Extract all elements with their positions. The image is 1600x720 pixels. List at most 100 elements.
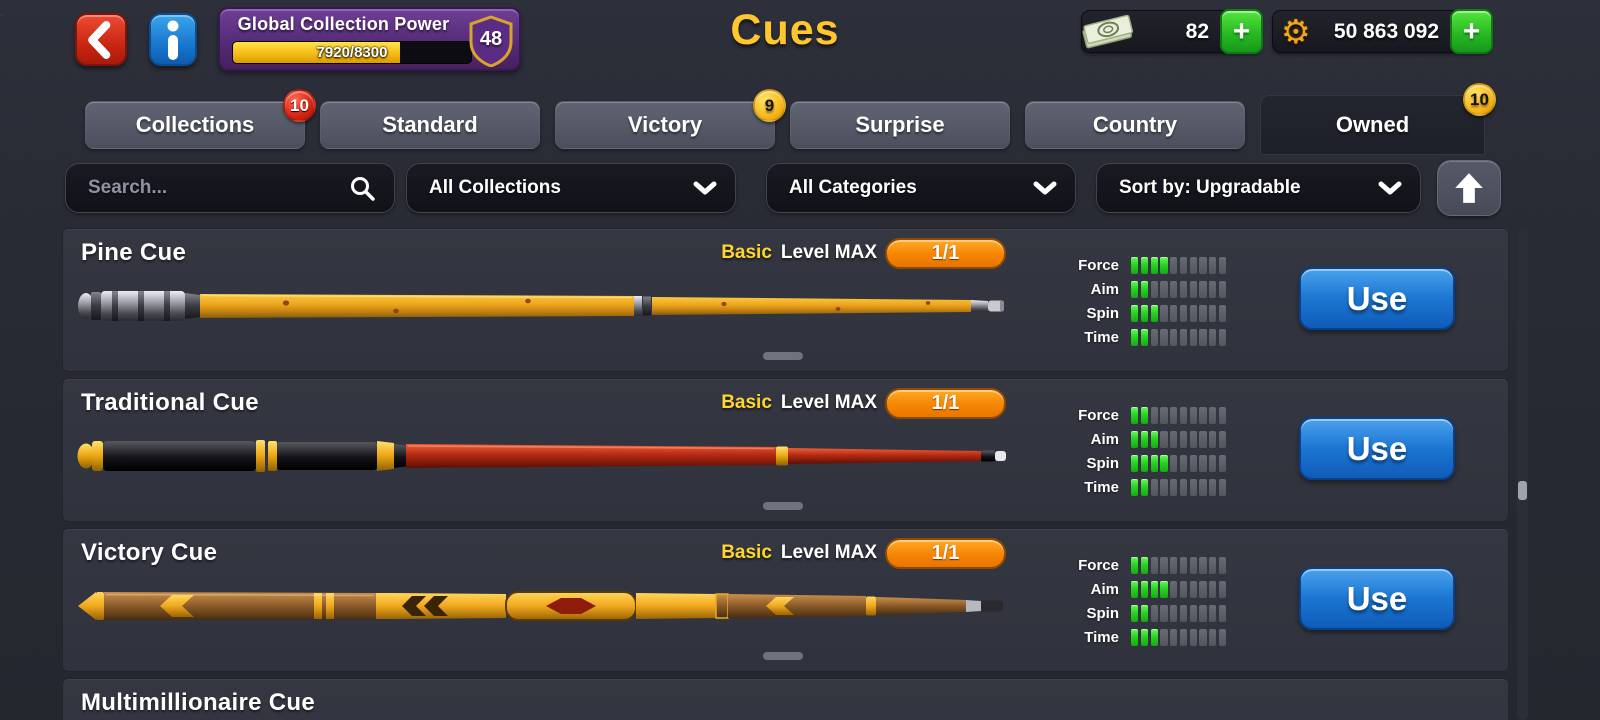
stat-segment-empty bbox=[1179, 256, 1188, 274]
cue-tier-label: Basic bbox=[721, 542, 772, 563]
stat-segment-filled bbox=[1131, 328, 1139, 346]
info-button[interactable] bbox=[149, 13, 197, 66]
stat-segment-empty bbox=[1219, 478, 1227, 496]
drag-handle[interactable] bbox=[763, 652, 803, 660]
cue-count-badge: 1/1 bbox=[885, 388, 1006, 419]
stat-label: Force bbox=[1078, 406, 1119, 424]
stat-segment-empty bbox=[1219, 628, 1227, 646]
search-placeholder: Search... bbox=[88, 177, 168, 198]
stat-segment-empty bbox=[1199, 280, 1207, 298]
gcp-progress-text: 7920/8300 bbox=[316, 44, 388, 61]
stat-row-spin: Spin bbox=[1059, 601, 1227, 625]
stat-row-time: Time bbox=[1059, 475, 1227, 499]
add-coins-button[interactable]: + bbox=[1450, 9, 1493, 54]
stat-label: Time bbox=[1084, 478, 1119, 496]
cue-card-traditional-cue: Traditional Cue Basic Level MAX 1/1 Force Ai… bbox=[62, 378, 1509, 522]
stat-segment-filled bbox=[1140, 256, 1148, 274]
stat-segment-empty bbox=[1170, 454, 1178, 472]
use-button[interactable]: Use bbox=[1299, 417, 1455, 480]
info-icon bbox=[167, 20, 179, 60]
categories-dropdown[interactable]: All Categories bbox=[766, 163, 1076, 213]
stat-segment-filled bbox=[1150, 304, 1158, 322]
tab-surprise[interactable]: Surprise bbox=[790, 101, 1010, 149]
stat-segment-empty bbox=[1209, 604, 1217, 622]
stat-segment-empty bbox=[1160, 406, 1168, 424]
scroll-to-top-button[interactable] bbox=[1437, 160, 1501, 216]
stat-segment-empty bbox=[1209, 304, 1217, 322]
stat-row-spin: Spin bbox=[1059, 451, 1227, 475]
stat-segment-empty bbox=[1189, 406, 1197, 424]
tab-badge-gold: 9 bbox=[753, 89, 786, 122]
stat-segment-filled bbox=[1131, 580, 1139, 598]
gcp-progress-fill bbox=[233, 42, 400, 63]
tab-country[interactable]: Country bbox=[1025, 101, 1245, 149]
stat-segment-filled bbox=[1160, 256, 1168, 274]
tab-standard[interactable]: Standard bbox=[320, 101, 540, 149]
shield-icon bbox=[469, 15, 513, 68]
drag-handle[interactable] bbox=[763, 352, 803, 360]
stat-segment-empty bbox=[1209, 328, 1217, 346]
stat-segment-empty bbox=[1219, 430, 1227, 448]
scrollbar-thumb[interactable] bbox=[1518, 481, 1527, 500]
cue-level-label: Level MAX bbox=[780, 542, 877, 563]
stat-segment-empty bbox=[1209, 406, 1217, 424]
page-title: Cues bbox=[730, 6, 840, 54]
stat-segment-empty bbox=[1160, 478, 1168, 496]
tab-owned[interactable]: Owned 10 bbox=[1260, 83, 1496, 155]
cue-name: Multimillionaire Cue bbox=[81, 689, 316, 716]
stat-segment-empty bbox=[1170, 406, 1178, 424]
drag-handle[interactable] bbox=[763, 502, 803, 510]
use-button[interactable]: Use bbox=[1299, 267, 1455, 330]
stat-row-force: Force bbox=[1059, 403, 1227, 427]
stat-segment-empty bbox=[1219, 556, 1227, 574]
add-cash-button[interactable]: + bbox=[1220, 9, 1263, 54]
tab-badge-red: 10 bbox=[283, 89, 316, 122]
collections-dropdown-value: All Collections bbox=[429, 177, 561, 198]
stat-segment-empty bbox=[1199, 304, 1207, 322]
tab-label: Owned bbox=[1335, 112, 1410, 137]
stat-row-spin: Spin bbox=[1059, 301, 1227, 325]
coins-counter: ⚙ 50 863 092 + bbox=[1272, 9, 1493, 54]
stat-segment-filled bbox=[1131, 604, 1139, 622]
search-input[interactable]: Search... bbox=[65, 163, 395, 213]
categories-dropdown-value: All Categories bbox=[789, 177, 917, 198]
stat-segment-empty bbox=[1189, 454, 1197, 472]
stat-segment-empty bbox=[1179, 406, 1188, 424]
tab-collections[interactable]: Collections 10 bbox=[85, 89, 316, 149]
stat-segment-filled bbox=[1140, 478, 1148, 496]
stat-segment-filled bbox=[1140, 304, 1148, 322]
stat-label: Aim bbox=[1090, 280, 1119, 298]
stat-bar bbox=[1131, 304, 1227, 322]
stat-segment-empty bbox=[1189, 304, 1197, 322]
stat-segment-filled bbox=[1140, 628, 1148, 646]
stat-segment-empty bbox=[1199, 454, 1207, 472]
stat-segment-empty bbox=[1179, 556, 1188, 574]
stat-segment-filled bbox=[1131, 454, 1139, 472]
stat-segment-empty bbox=[1170, 304, 1178, 322]
stat-segment-empty bbox=[1160, 604, 1168, 622]
stat-segment-filled bbox=[1160, 580, 1168, 598]
cue-stats: Force Aim Spin Time bbox=[1059, 553, 1227, 649]
stat-segment-empty bbox=[1170, 628, 1178, 646]
cue-image-pine bbox=[76, 283, 1012, 329]
stat-segment-empty bbox=[1170, 478, 1178, 496]
stat-segment-empty bbox=[1160, 280, 1168, 298]
stat-label: Spin bbox=[1086, 304, 1120, 322]
stat-segment-filled bbox=[1131, 280, 1139, 298]
chevron-down-icon bbox=[1378, 181, 1402, 195]
cash-value: 82 bbox=[1185, 20, 1209, 43]
back-button[interactable] bbox=[75, 13, 127, 66]
use-button[interactable]: Use bbox=[1299, 567, 1455, 630]
stat-segment-filled bbox=[1140, 280, 1148, 298]
stat-row-time: Time bbox=[1059, 625, 1227, 649]
tab-label: Standard bbox=[382, 112, 478, 137]
stat-segment-filled bbox=[1131, 478, 1139, 496]
tab-victory[interactable]: Victory 9 bbox=[555, 89, 786, 149]
stat-segment-empty bbox=[1179, 628, 1188, 646]
stat-segment-empty bbox=[1189, 478, 1197, 496]
global-collection-power-widget[interactable]: Global Collection Power 7920/8300 48 bbox=[218, 7, 521, 71]
collections-dropdown[interactable]: All Collections bbox=[406, 163, 736, 213]
sort-dropdown[interactable]: Sort by: Upgradable bbox=[1096, 163, 1421, 213]
scrollbar-track[interactable] bbox=[1517, 228, 1528, 720]
stat-segment-empty bbox=[1189, 328, 1197, 346]
